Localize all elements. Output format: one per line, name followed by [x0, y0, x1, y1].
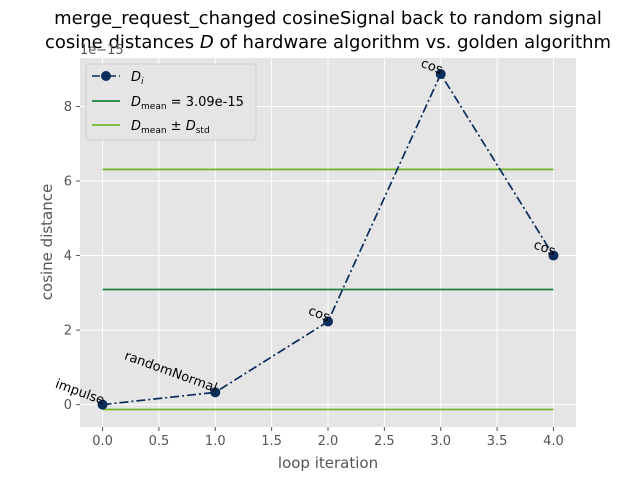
chart-title-line2: cosine distances D of hardware algorithm…: [45, 32, 611, 53]
y-offset-label: 1e−15: [80, 43, 124, 58]
x-axis-label: loop iteration: [278, 454, 378, 472]
legend-label-di: Di: [131, 70, 144, 87]
x-tick-label: 0.0: [92, 434, 113, 449]
x-tick-label: 3.0: [430, 434, 451, 449]
y-tick-label: 2: [64, 324, 72, 339]
x-tick-label: 1.0: [205, 434, 226, 449]
x-tick-label: 1.5: [261, 434, 282, 449]
y-tick-label: 6: [64, 175, 72, 190]
x-tick-label: 2.0: [318, 434, 339, 449]
y-axis-label: cosine distance: [38, 184, 56, 300]
point-annotation: cos: [306, 304, 332, 326]
chart-title-line1: merge_request_changed cosineSignal back …: [54, 8, 602, 29]
x-tick-label: 3.5: [487, 434, 508, 449]
x-tick-label: 0.5: [149, 434, 170, 449]
x-tick-label: 2.5: [374, 434, 395, 449]
legend-label-std: Dmean ± Dstd: [131, 119, 210, 136]
data-series: [97, 69, 559, 410]
y-tick-label: 0: [64, 398, 72, 413]
y-tick-label: 8: [64, 100, 72, 115]
data-point: [548, 250, 559, 261]
legend-marker-di: [101, 71, 111, 81]
legend-box: [85, 63, 257, 141]
x-axis-ticks: 0.0 0.5 1.0 1.5 2.0 2.5 3.0 3.5 4.0: [92, 427, 564, 449]
y-axis-ticks: 0 2 4 6 8: [64, 100, 80, 413]
data-point: [435, 69, 446, 80]
point-annotation: cos: [419, 56, 445, 78]
data-point: [97, 399, 108, 410]
reference-lines: [102, 168, 554, 411]
legend: Di Dmean = 3.09e-15 Dmean ± Dstd: [85, 63, 257, 141]
x-tick-label: 4.0: [543, 434, 564, 449]
data-point: [323, 316, 333, 327]
y-tick-label: 4: [64, 249, 72, 264]
point-annotation: cos: [532, 238, 558, 260]
legend-label-mean: Dmean = 3.09e-15: [131, 95, 244, 112]
data-point: [210, 387, 221, 398]
